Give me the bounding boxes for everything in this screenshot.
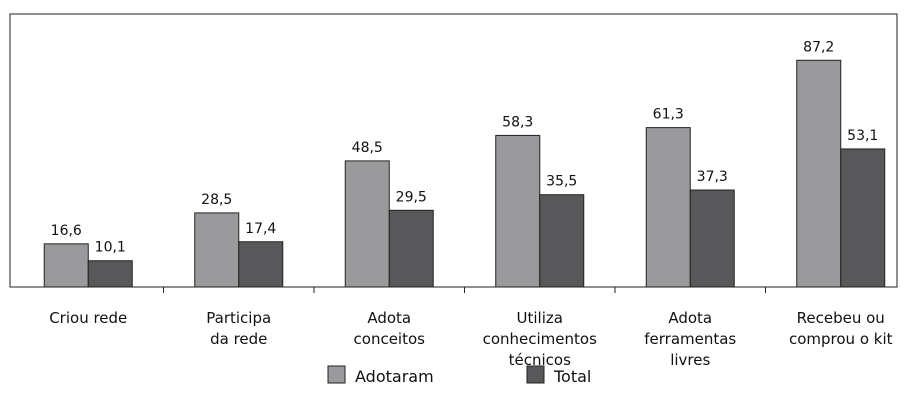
value-label: 58,3 [502,114,533,130]
value-label: 53,1 [847,128,878,144]
value-label: 10,1 [95,240,126,256]
bar [840,148,886,288]
bar [194,212,240,288]
plot-frame [9,13,898,288]
value-label: 37,3 [697,169,728,185]
value-label: 29,5 [396,189,427,205]
value-label: 16,6 [51,223,82,239]
bar [388,209,434,288]
bar [539,194,585,288]
legend-label: Adotaram [355,367,434,386]
value-label: 61,3 [653,107,684,123]
value-label: 17,4 [245,221,276,237]
value-label: 28,5 [201,192,232,208]
value-label: 87,2 [803,39,834,55]
legend-swatch [526,365,545,384]
bar [689,189,735,288]
value-label: 35,5 [546,174,577,190]
x-tick-label: Participa da rede [206,309,271,348]
legend-label: Total [553,367,591,386]
x-tick-label: Utiliza conhecimentos técnicos [483,309,597,369]
bar [43,243,89,288]
bar [645,127,691,288]
bar [796,59,842,288]
legend-swatch [327,365,346,384]
bar [495,134,541,288]
value-label: 48,5 [352,140,383,156]
x-tick-label: Criou rede [49,309,127,327]
x-tick-label: Adota conceitos [354,309,426,348]
x-tick-label: Adota ferramentas livres [644,309,736,369]
bar [238,241,284,288]
bar [87,260,133,288]
x-tick-label: Recebeu ou comprou o kit [789,309,893,348]
bar [344,160,390,288]
